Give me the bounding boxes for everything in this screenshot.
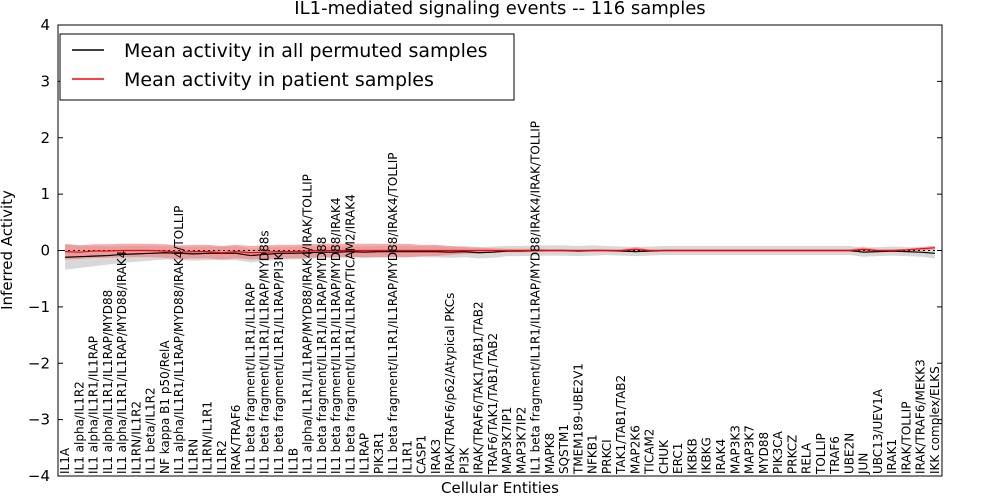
x-category-label: IL1 beta fragment/IL1R1/IL1RAP/MYD88/IRA… <box>529 121 543 474</box>
x-category-label: IL1 beta fragment/IL1R1/IL1RAP/MYD88/IRA… <box>386 153 400 474</box>
x-category-label: IRAK/TOLLIP <box>899 402 913 474</box>
x-category-label: JUN <box>857 453 871 475</box>
x-category-label: PRKCZ <box>785 435 799 474</box>
x-category-label: UBE2N <box>842 433 856 474</box>
confidence-bands <box>65 243 935 270</box>
x-category-label: MAP2K6 <box>628 425 642 474</box>
x-category-label: TOLLIP <box>814 433 828 475</box>
x-category-label: IRAK/TRAF6/MEKK3 <box>914 359 928 474</box>
line-patient <box>65 247 935 254</box>
x-category-label: IRAK3 <box>429 439 443 474</box>
x-category-label: IL1 alpha/IL1R1/IL1RAP <box>87 336 101 474</box>
x-category-label: IL1 beta fragment/IL1R1/IL1RAP/PI3K <box>272 251 286 474</box>
x-category-label: PIK3R1 <box>372 432 386 474</box>
x-category-label: MAPK8 <box>543 433 557 474</box>
x-category-label: IL1 beta fragment/IL1R1/IL1RAP/MYD88 <box>315 237 329 474</box>
x-category-label: IL1 alpha/IL1R1/IL1RAP/MYD88/IRAK4 <box>115 251 129 474</box>
x-category-label: IRAK/TRAF6/p62/Atypical PKCs <box>443 293 457 474</box>
x-category-label: IKBKB <box>685 438 699 474</box>
y-tick-label: 2 <box>40 129 50 147</box>
x-category-label: ERC1 <box>671 443 685 474</box>
x-axis-title: Cellular Entities <box>441 479 559 497</box>
y-axis-title: Inferred Activity <box>0 190 16 310</box>
x-category-label: MAP3K7IP2 <box>514 407 528 474</box>
x-category-label: PRKCI <box>600 439 614 474</box>
x-category-label: RELA <box>800 442 814 474</box>
x-category-label: IKBKG <box>700 437 714 474</box>
y-tick-label: 4 <box>40 16 50 34</box>
x-category-label: TRAF6 <box>828 436 842 475</box>
x-category-label: SQSTM1 <box>557 424 571 474</box>
y-tick-label: 0 <box>40 242 50 260</box>
x-category-label: MAP3K3 <box>728 425 742 474</box>
x-category-label: IL1RN/IL1R2 <box>129 401 143 474</box>
x-category-label: MAP3K7 <box>743 425 757 474</box>
x-category-label: PI3K <box>457 447 471 474</box>
x-category-label: IL1RN/IL1R1 <box>201 401 215 474</box>
legend-label-patient: Mean activity in patient samples <box>124 69 434 91</box>
x-category-label: TAK1/TAB1/TAB2 <box>614 375 628 475</box>
x-category-label: NFKB1 <box>586 434 600 474</box>
x-category-label: IL1R2 <box>215 440 229 474</box>
x-category-label: MYD88 <box>757 432 771 474</box>
x-category-label: IL1RAP <box>358 433 372 474</box>
x-category-label: TRAF6/TAK1/TAB1/TAB2 <box>486 333 500 475</box>
y-tick-label: −1 <box>28 298 50 316</box>
x-category-label: IL1B <box>286 448 300 474</box>
x-category-label: IL1 alpha/IL1R2 <box>72 381 86 474</box>
x-category-label: IL1 beta fragment/IL1R1/IL1RAP/TICAM2/IR… <box>343 194 357 474</box>
y-tick-label: −3 <box>28 411 50 429</box>
x-category-label: CASP1 <box>415 435 429 474</box>
x-category-label: IL1 beta/IL1R2 <box>144 387 158 474</box>
x-category-label: IL1 beta fragment/IL1R1/IL1RAP/MYD88/IRA… <box>329 197 343 474</box>
x-axis-category-labels: IL1A IL1 alpha/IL1R2 IL1 alpha/IL1R1/IL1RA… <box>58 121 942 475</box>
y-tick-label: −4 <box>28 467 50 485</box>
x-category-label: IKK complex/ELKS <box>928 366 942 474</box>
x-category-label: IRAK4 <box>714 439 728 474</box>
y-tick-label: 1 <box>40 185 50 203</box>
x-category-label: IL1 beta fragment/IL1R1/IL1RAP/MYD88s <box>258 230 272 474</box>
legend-box <box>59 33 515 101</box>
x-category-label: TMEM189-UBE2V1 <box>571 363 585 475</box>
x-category-label: MAP3K7IP1 <box>500 407 514 474</box>
y-axis-ticks: −4 −3 −2 −1 0 1 2 3 4 <box>28 16 942 485</box>
x-category-label: IL1 beta fragment/IL1R1/IL1RAP <box>243 283 257 474</box>
legend-label-permuted: Mean activity in all permuted samples <box>124 40 487 62</box>
y-tick-label: 3 <box>40 72 50 90</box>
x-category-label: IL1 alpha/IL1R1/IL1RAP/MYD88 <box>101 290 115 474</box>
x-category-label: IL1 alpha/IL1R1/IL1RAP/MYD88/IRAK4/TOLLI… <box>172 206 186 474</box>
x-category-label: NF kappa B1 p50/RelA <box>158 340 172 474</box>
x-category-label: IL1A <box>58 447 72 474</box>
x-category-label: IRAK1 <box>885 439 899 474</box>
x-category-label: PIK3CA <box>771 430 785 474</box>
x-category-label: TICAM2 <box>643 429 657 475</box>
x-category-label: UBC13/UEV1A <box>871 388 885 474</box>
series-lines <box>65 247 935 258</box>
x-category-label: IRAK/TRAF6/TAK1/TAB1/TAB2 <box>472 301 486 474</box>
y-tick-label: −2 <box>28 354 50 372</box>
chart-title: IL1-mediated signaling events -- 116 sam… <box>294 0 705 19</box>
x-category-label: IL1 alpha/IL1R1/IL1RAP/MYD88/IRAK4/IRAK/… <box>301 174 315 474</box>
x-category-label: IRAK/TRAF6 <box>229 405 243 474</box>
legend: Mean activity in all permuted samples Me… <box>59 33 515 101</box>
x-category-label: CHUK <box>657 439 671 474</box>
x-category-label: IL1R1 <box>400 440 414 474</box>
x-category-label: IL1RN <box>186 439 200 474</box>
